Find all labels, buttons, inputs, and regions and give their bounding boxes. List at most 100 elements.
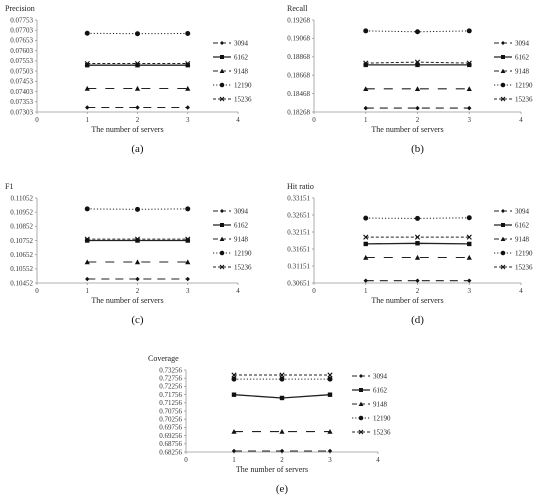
data-point	[279, 428, 285, 434]
y-tick-label: 0.71756	[159, 391, 182, 399]
legend-label: 15236	[234, 96, 252, 104]
legend-item: 6162	[352, 387, 388, 395]
chart-recall: Recall 0.18268 0.18468 0.18668 0.18868 0.1906…	[287, 4, 533, 155]
data-point	[85, 62, 90, 68]
series-9148	[84, 85, 191, 91]
data-point	[467, 278, 472, 283]
data-point	[135, 105, 140, 110]
y-tick-label: 0.07753	[10, 16, 33, 24]
series-3094	[363, 278, 472, 283]
x-tick-label: 4	[236, 116, 240, 124]
data-point	[135, 206, 140, 212]
x-tick-label: 1	[364, 116, 368, 124]
data-point	[467, 105, 472, 111]
legend-item: 3094	[213, 40, 249, 48]
series-15236	[363, 59, 472, 66]
data-point	[466, 28, 472, 34]
data-point	[415, 241, 420, 246]
y-tick-label: 0.31651	[287, 245, 310, 253]
series-6162	[85, 238, 190, 243]
data-point	[363, 241, 368, 247]
y-tick-label: 0.07353	[10, 98, 33, 106]
data-point	[185, 105, 190, 110]
data-point	[185, 30, 191, 36]
legend: 3094 6162 9148 12190 15236	[352, 373, 391, 437]
y-tick-label: 0.32651	[287, 211, 310, 219]
data-point	[134, 236, 141, 242]
y-tick-label: 0.11052	[11, 194, 34, 202]
chart-title: F1	[5, 182, 13, 191]
y-tick-label: 0.19268	[287, 16, 310, 24]
data-point	[363, 278, 368, 283]
data-point	[466, 60, 472, 66]
legend-label: 3094	[234, 40, 249, 48]
y-tick-label: 0.07603	[10, 47, 33, 55]
legend-item: 15236	[494, 96, 533, 104]
legend-item: 6162	[494, 54, 530, 62]
chart-f1: F1 0.10452 0.10552 0.10652 0.10752 0.10852 0.1…	[5, 182, 252, 326]
legend-swatch-marker	[220, 223, 224, 227]
y-tick-label: 0.73256	[159, 366, 182, 374]
legend-label: 9148	[515, 236, 530, 244]
legend-item: 3094	[213, 208, 249, 216]
y-tick-label: 0.07553	[10, 57, 33, 65]
legend-swatch-marker	[501, 223, 505, 227]
legend-item: 12190	[352, 415, 391, 423]
x-tick-label: 0	[184, 456, 188, 464]
legend-label: 15236	[515, 96, 533, 104]
series-9148	[363, 86, 472, 92]
legend-label: 9148	[373, 401, 388, 409]
data-point	[466, 215, 472, 221]
data-point	[231, 428, 237, 434]
y-tick-label: 0.10852	[10, 223, 33, 231]
data-point	[466, 86, 472, 92]
legend-swatch-marker	[358, 415, 364, 421]
data-point	[415, 215, 420, 221]
data-point	[185, 238, 190, 243]
legend-swatch-marker	[500, 82, 506, 88]
x-tick-label: 0	[35, 116, 39, 124]
legend-label: 6162	[373, 387, 388, 395]
data-point	[279, 448, 285, 454]
chart-coverage: Coverage0.682560.687560.692560.697560.70…	[148, 354, 391, 495]
chart-title: Hit ratio	[287, 182, 314, 191]
x-tick-label: 4	[519, 287, 523, 295]
legend-swatch-marker	[501, 209, 505, 213]
data-point	[85, 238, 90, 243]
legend-item: 6162	[213, 222, 249, 230]
legend-item: 6162	[213, 54, 249, 62]
y-tick-label: 0.10452	[10, 279, 33, 287]
data-point	[84, 259, 90, 265]
x-tick-label: 1	[86, 287, 90, 295]
data-point	[467, 62, 472, 68]
data-point	[414, 234, 421, 240]
legend-swatch-marker	[219, 68, 225, 73]
legend-item: 9148	[213, 68, 249, 76]
legend-label: 3094	[515, 208, 530, 216]
x-tick-label: 2	[136, 116, 140, 124]
data-point	[466, 234, 472, 240]
series-6162	[363, 62, 472, 68]
legend-swatch-marker	[501, 41, 505, 45]
legend-swatch-marker	[220, 209, 224, 213]
panel-caption: (d)	[411, 314, 424, 326]
data-point	[279, 376, 285, 382]
data-point	[363, 215, 369, 221]
series-3094	[85, 276, 190, 282]
y-tick-label: 0.68256	[159, 448, 182, 456]
chart-precision: Precision 0.07303 0.07353 0.07403 0.07453 0.0…	[5, 4, 252, 155]
data-point	[414, 59, 421, 65]
legend-item: 6162	[494, 222, 530, 230]
legend-label: 3094	[373, 373, 388, 381]
data-point	[327, 428, 333, 434]
series-9148	[231, 428, 333, 434]
legend-label: 12190	[234, 82, 252, 90]
legend: 3094 6162 9148 12190 15236	[494, 208, 533, 272]
data-point	[85, 276, 90, 282]
data-point	[327, 448, 333, 454]
legend-label: 12190	[515, 82, 533, 90]
legend-item: 3094	[494, 40, 530, 48]
legend-swatch-marker	[358, 429, 364, 435]
data-point	[134, 259, 141, 265]
